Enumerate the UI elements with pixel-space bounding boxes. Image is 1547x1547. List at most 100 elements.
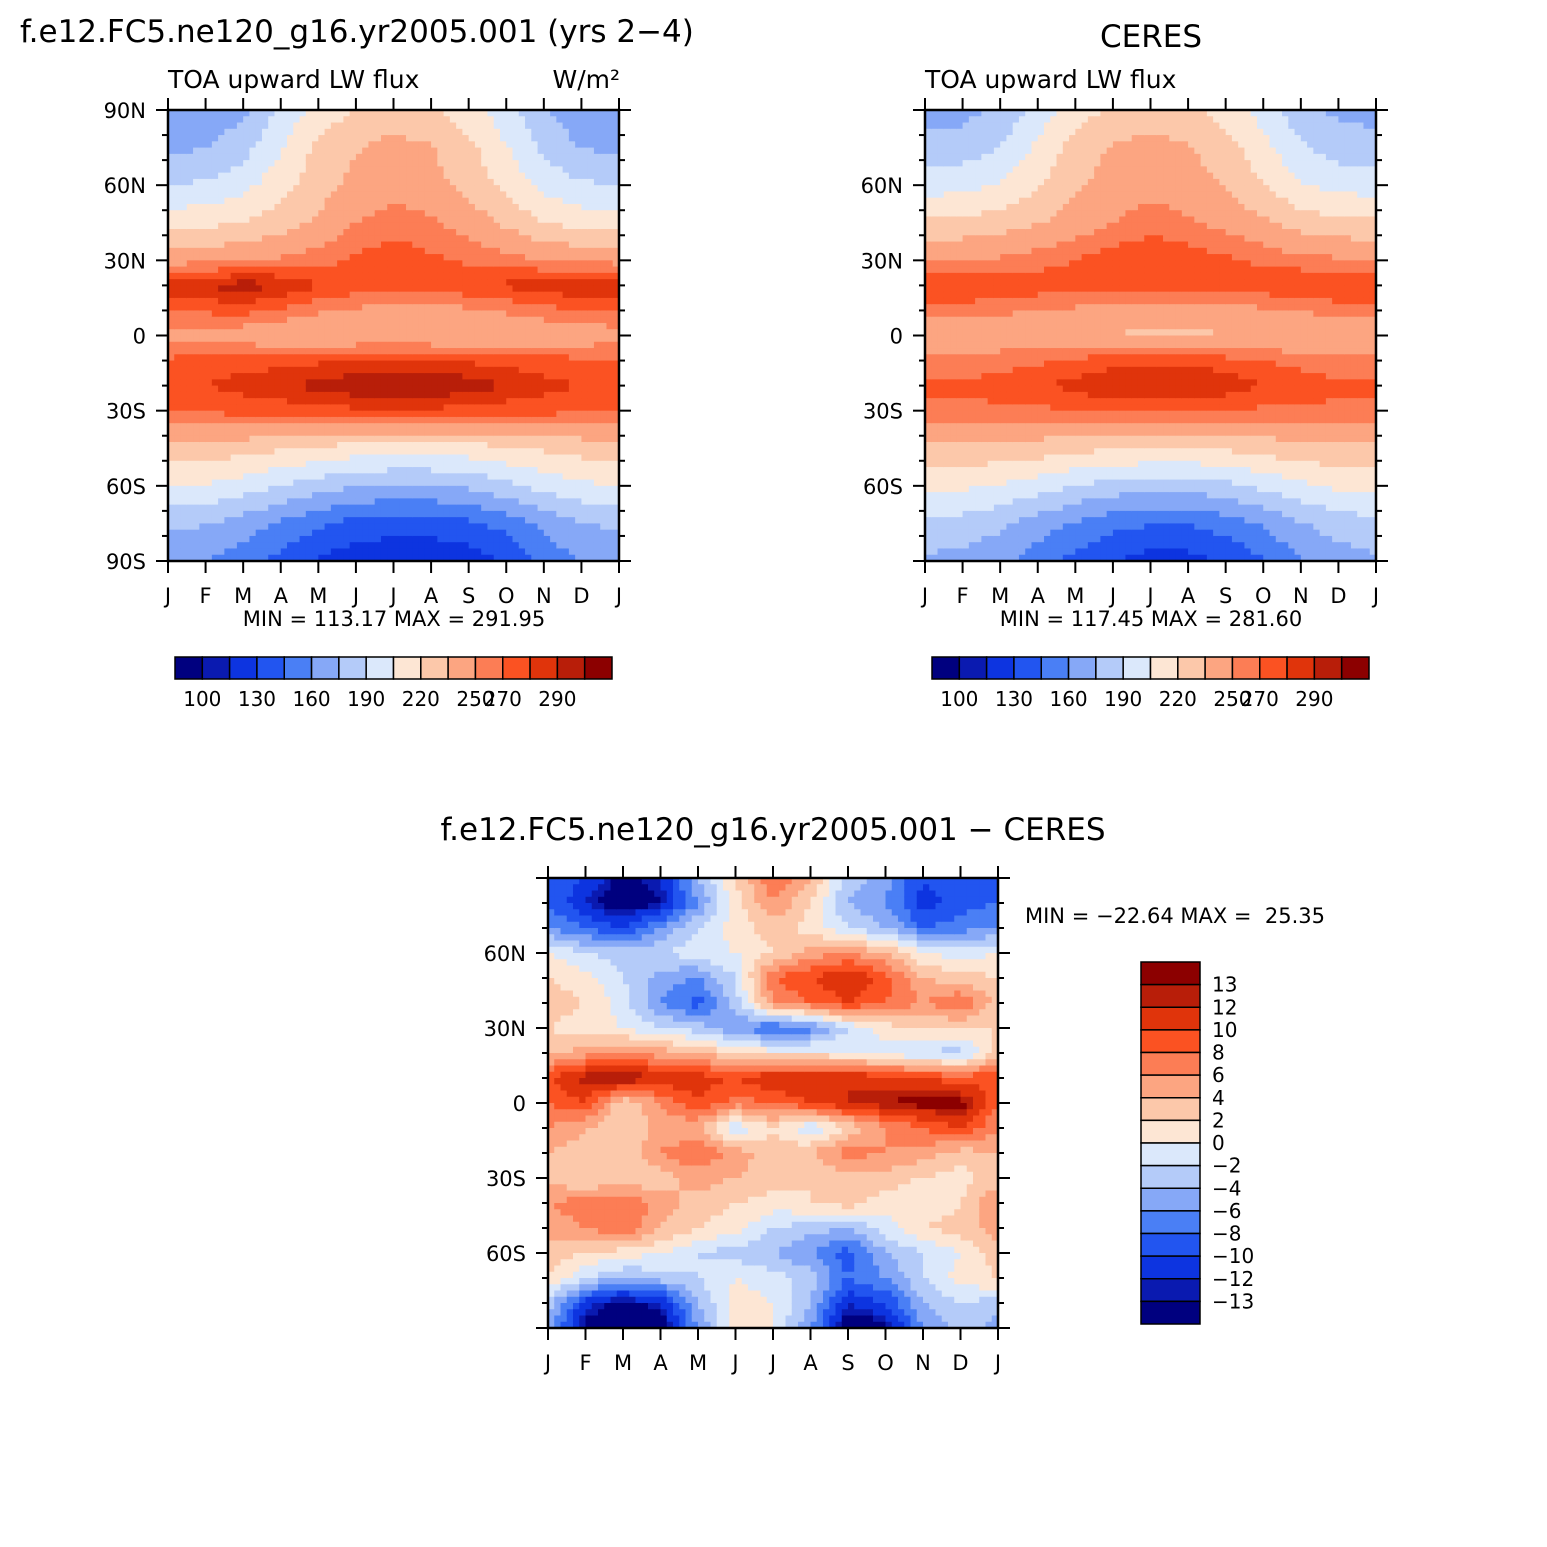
heat-cell [343,153,351,161]
heat-cell [474,160,482,167]
heat-cell [449,498,457,506]
heat-cell [243,404,251,412]
heat-cell [374,341,382,349]
heat-cell [243,191,251,199]
heat-cell [355,135,363,142]
heat-cell [368,122,376,130]
heat-cell [337,185,344,193]
heat-cell [575,285,583,293]
heat-cell [468,391,476,399]
heat-cell [299,441,307,449]
heat-cell [236,329,244,337]
heat-cell [462,191,470,199]
heat-cell [324,185,332,193]
heat-cell [193,247,200,255]
heat-cell [474,410,482,418]
heat-cell [205,542,213,550]
heat-cell [299,498,307,506]
heat-cell [305,260,313,268]
heat-cell [556,254,564,261]
heat-cell [174,517,182,525]
heat-cell [330,373,338,380]
heat-cell [343,385,351,393]
heat-cell [330,210,338,218]
heat-cell [349,404,357,412]
heat-cell [587,135,595,142]
heat-cell [274,241,282,249]
heat-cell [387,316,395,324]
heat-cell [293,410,301,418]
heat-cell [305,241,313,249]
heat-cell [362,285,370,293]
heat-cell [299,485,307,493]
heat-cell [287,404,294,412]
heat-cell [424,479,432,487]
heat-cell [236,229,244,236]
heat-cell [312,366,319,374]
heat-cell [556,479,564,487]
heat-cell [186,410,194,418]
heat-cell [380,160,388,167]
heat-cell [412,429,420,437]
heat-cell [236,504,244,512]
heat-cell [518,141,526,149]
heat-cell [493,110,501,117]
heat-cell [443,335,451,343]
heat-cell [443,398,451,405]
heat-cell [186,116,194,124]
heat-cell [324,504,332,512]
heat-cell [487,391,495,399]
heat-cell [406,366,413,374]
heat-cell [537,517,545,525]
heat-cell [330,435,338,443]
heat-cell [568,366,576,374]
heat-cell [355,316,363,324]
heat-cell [349,304,357,312]
heat-cell [393,416,401,424]
heat-cell [261,185,269,193]
heat-cell [324,247,332,255]
heat-cell [587,391,595,399]
heat-cell [199,241,207,249]
heat-cell [324,398,332,405]
heat-cell [312,247,319,255]
heat-cell [218,329,225,337]
heat-cell [412,485,420,493]
heat-cell [593,235,601,243]
heat-cell [299,548,307,556]
heat-cell [443,467,451,474]
heat-cell [525,379,532,387]
heat-cell [380,410,388,418]
heat-cell [368,373,376,380]
heat-cell [343,535,351,543]
heat-cell [437,435,445,443]
heat-cell [550,366,557,374]
heat-cell [600,247,608,255]
heat-cell [343,398,351,405]
heat-cell [224,322,232,330]
heat-cell [380,554,388,562]
heat-cell [261,178,269,186]
heat-cell [393,141,401,149]
heat-cell [562,429,570,437]
heat-cell [481,222,489,230]
heat-cell [236,391,244,399]
heat-cell [449,247,457,255]
heat-cell [418,166,426,174]
heat-cell [380,416,388,424]
heat-cell [399,291,407,299]
heat-cell [293,178,301,186]
heat-cell [355,153,363,161]
heat-cell [193,348,200,355]
heat-cell [512,366,520,374]
heat-cell [431,391,438,399]
heat-cell [481,197,489,205]
heat-cell [249,360,257,368]
heat-cell [168,172,175,180]
heat-cell [581,360,589,368]
heat-cell [581,185,589,193]
heat-cell [600,254,608,261]
heat-cell [186,279,194,286]
heat-cell [406,304,413,312]
heat-cell [368,128,376,136]
